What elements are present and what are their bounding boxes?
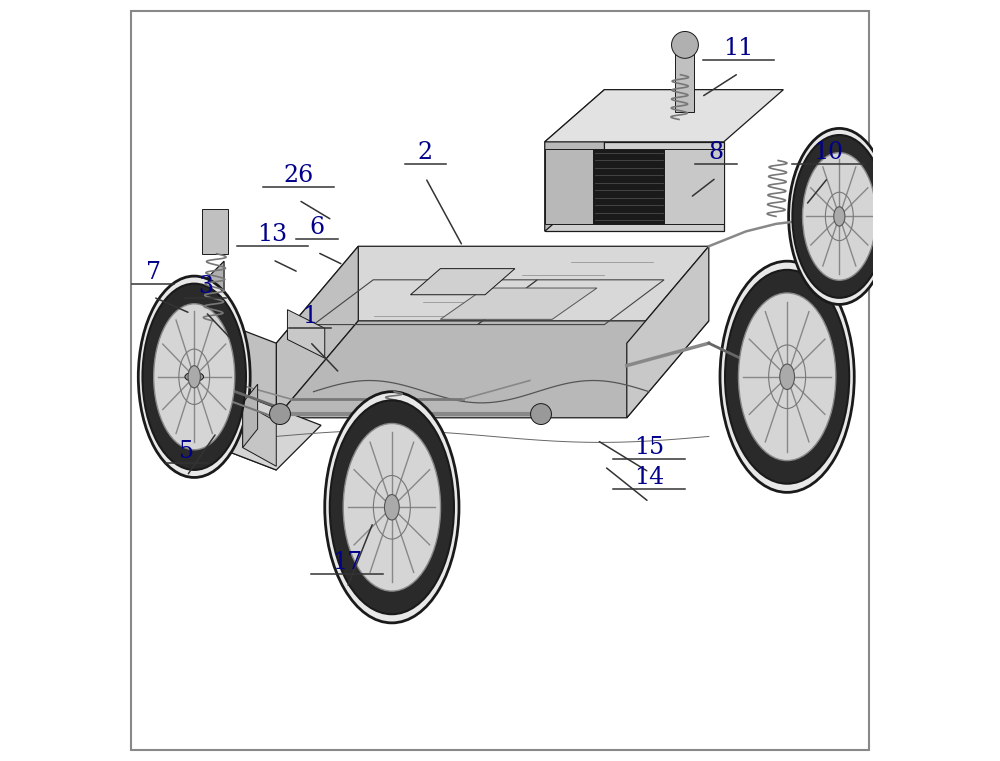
Text: 1: 1 bbox=[302, 305, 317, 328]
Text: 7: 7 bbox=[146, 260, 161, 284]
Ellipse shape bbox=[738, 293, 836, 460]
Polygon shape bbox=[545, 142, 724, 231]
Polygon shape bbox=[276, 321, 709, 418]
Polygon shape bbox=[545, 149, 593, 224]
Circle shape bbox=[672, 31, 698, 59]
Ellipse shape bbox=[384, 495, 399, 520]
Circle shape bbox=[531, 403, 551, 425]
Ellipse shape bbox=[138, 276, 250, 477]
Ellipse shape bbox=[185, 372, 204, 381]
Text: 14: 14 bbox=[634, 466, 664, 489]
Ellipse shape bbox=[725, 270, 849, 484]
Polygon shape bbox=[440, 288, 597, 320]
Polygon shape bbox=[545, 90, 604, 231]
Ellipse shape bbox=[142, 284, 246, 470]
Polygon shape bbox=[179, 388, 321, 470]
Text: 6: 6 bbox=[310, 216, 325, 239]
Text: 5: 5 bbox=[179, 440, 194, 463]
Ellipse shape bbox=[808, 196, 841, 237]
Ellipse shape bbox=[789, 129, 890, 304]
Polygon shape bbox=[276, 247, 709, 343]
Ellipse shape bbox=[383, 502, 401, 512]
Text: 10: 10 bbox=[813, 142, 843, 164]
Polygon shape bbox=[627, 247, 709, 418]
Ellipse shape bbox=[803, 153, 876, 280]
Polygon shape bbox=[411, 269, 515, 295]
Text: 2: 2 bbox=[418, 142, 433, 164]
Polygon shape bbox=[276, 247, 358, 418]
Polygon shape bbox=[243, 403, 276, 466]
Ellipse shape bbox=[720, 261, 854, 492]
Ellipse shape bbox=[196, 337, 230, 364]
Polygon shape bbox=[179, 306, 276, 470]
Text: 17: 17 bbox=[332, 552, 362, 575]
Ellipse shape bbox=[780, 364, 795, 390]
Ellipse shape bbox=[792, 135, 886, 298]
Polygon shape bbox=[545, 90, 783, 142]
Ellipse shape bbox=[330, 400, 454, 614]
Ellipse shape bbox=[834, 207, 845, 226]
Polygon shape bbox=[243, 384, 258, 447]
Text: 11: 11 bbox=[724, 37, 754, 60]
Text: 3: 3 bbox=[198, 275, 213, 298]
Polygon shape bbox=[287, 310, 325, 358]
Ellipse shape bbox=[325, 392, 459, 622]
Text: 8: 8 bbox=[709, 142, 724, 164]
Polygon shape bbox=[179, 261, 224, 433]
Circle shape bbox=[270, 403, 290, 425]
Polygon shape bbox=[675, 45, 694, 112]
Text: 15: 15 bbox=[634, 436, 664, 459]
Text: 13: 13 bbox=[257, 223, 288, 247]
Ellipse shape bbox=[154, 304, 235, 450]
Polygon shape bbox=[664, 149, 724, 224]
Ellipse shape bbox=[188, 366, 200, 388]
Ellipse shape bbox=[819, 216, 845, 247]
Polygon shape bbox=[593, 149, 664, 224]
Ellipse shape bbox=[343, 423, 441, 591]
Text: 26: 26 bbox=[284, 164, 314, 186]
Polygon shape bbox=[202, 209, 228, 253]
Ellipse shape bbox=[196, 362, 230, 399]
